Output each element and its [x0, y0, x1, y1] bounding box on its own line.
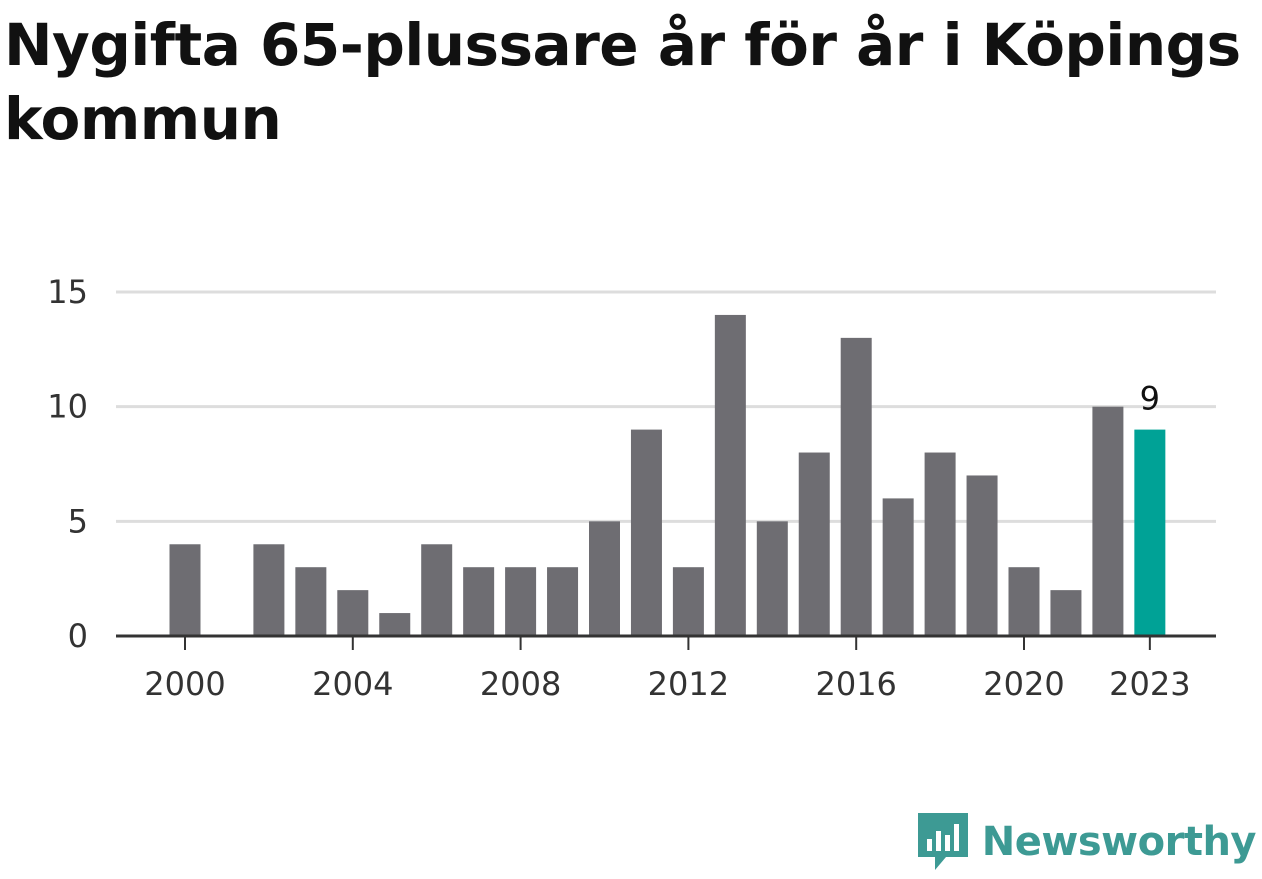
bar-2011: [630, 429, 662, 636]
bars: [169, 314, 1166, 636]
bar-2015: [798, 452, 830, 636]
bar-2022: [1092, 406, 1124, 636]
bar-2013: [714, 314, 746, 636]
chart-title: Nygifta 65-plussare år för år i Köpings …: [4, 11, 1241, 153]
y-tick-label: 5: [68, 502, 88, 540]
bar-2008: [505, 567, 537, 636]
bar-2010: [589, 521, 620, 636]
data-label-2023: 9: [1140, 380, 1160, 418]
bar-2005: [379, 613, 411, 636]
x-tick-label: 2004: [312, 665, 393, 703]
brand-name: Newsworthy: [981, 819, 1257, 865]
y-tick-label: 0: [68, 617, 88, 655]
gridlines: [116, 290, 1216, 523]
bar-2002: [253, 544, 285, 636]
axes: [116, 634, 1216, 650]
y-tick-label: 10: [47, 388, 88, 426]
bar-2017: [882, 498, 914, 636]
bar-2003: [295, 567, 327, 636]
bar-2009: [547, 567, 579, 636]
x-tick-label: 2020: [983, 665, 1064, 703]
bar-chart-speech-bubble-icon: [917, 813, 968, 870]
y-tick-label: 15: [47, 273, 88, 311]
bar-2021: [1050, 590, 1082, 636]
bar-2006: [421, 544, 453, 636]
newsworthy-logo: Newsworthy: [917, 813, 1257, 871]
x-tick-label: 2023: [1109, 665, 1190, 703]
bar-2023: [1134, 429, 1166, 636]
bar-2007: [463, 567, 495, 636]
bar-2019: [966, 475, 998, 636]
bar-2016: [840, 337, 872, 636]
x-tick-label: 2000: [144, 665, 225, 703]
x-tick-label: 2016: [815, 665, 896, 703]
bar-2020: [1008, 567, 1040, 636]
bar-2018: [924, 452, 956, 636]
labels: 0 5 10 15 2000 2004 2008 2012 2016 2020 2023 9: [47, 273, 1190, 703]
bar-2014: [756, 521, 788, 636]
x-tick-label: 2012: [648, 665, 729, 703]
x-tick-label: 2008: [480, 665, 561, 703]
bar-2012: [672, 567, 704, 636]
bar-2000: [169, 544, 201, 636]
bar-2004: [337, 590, 369, 636]
